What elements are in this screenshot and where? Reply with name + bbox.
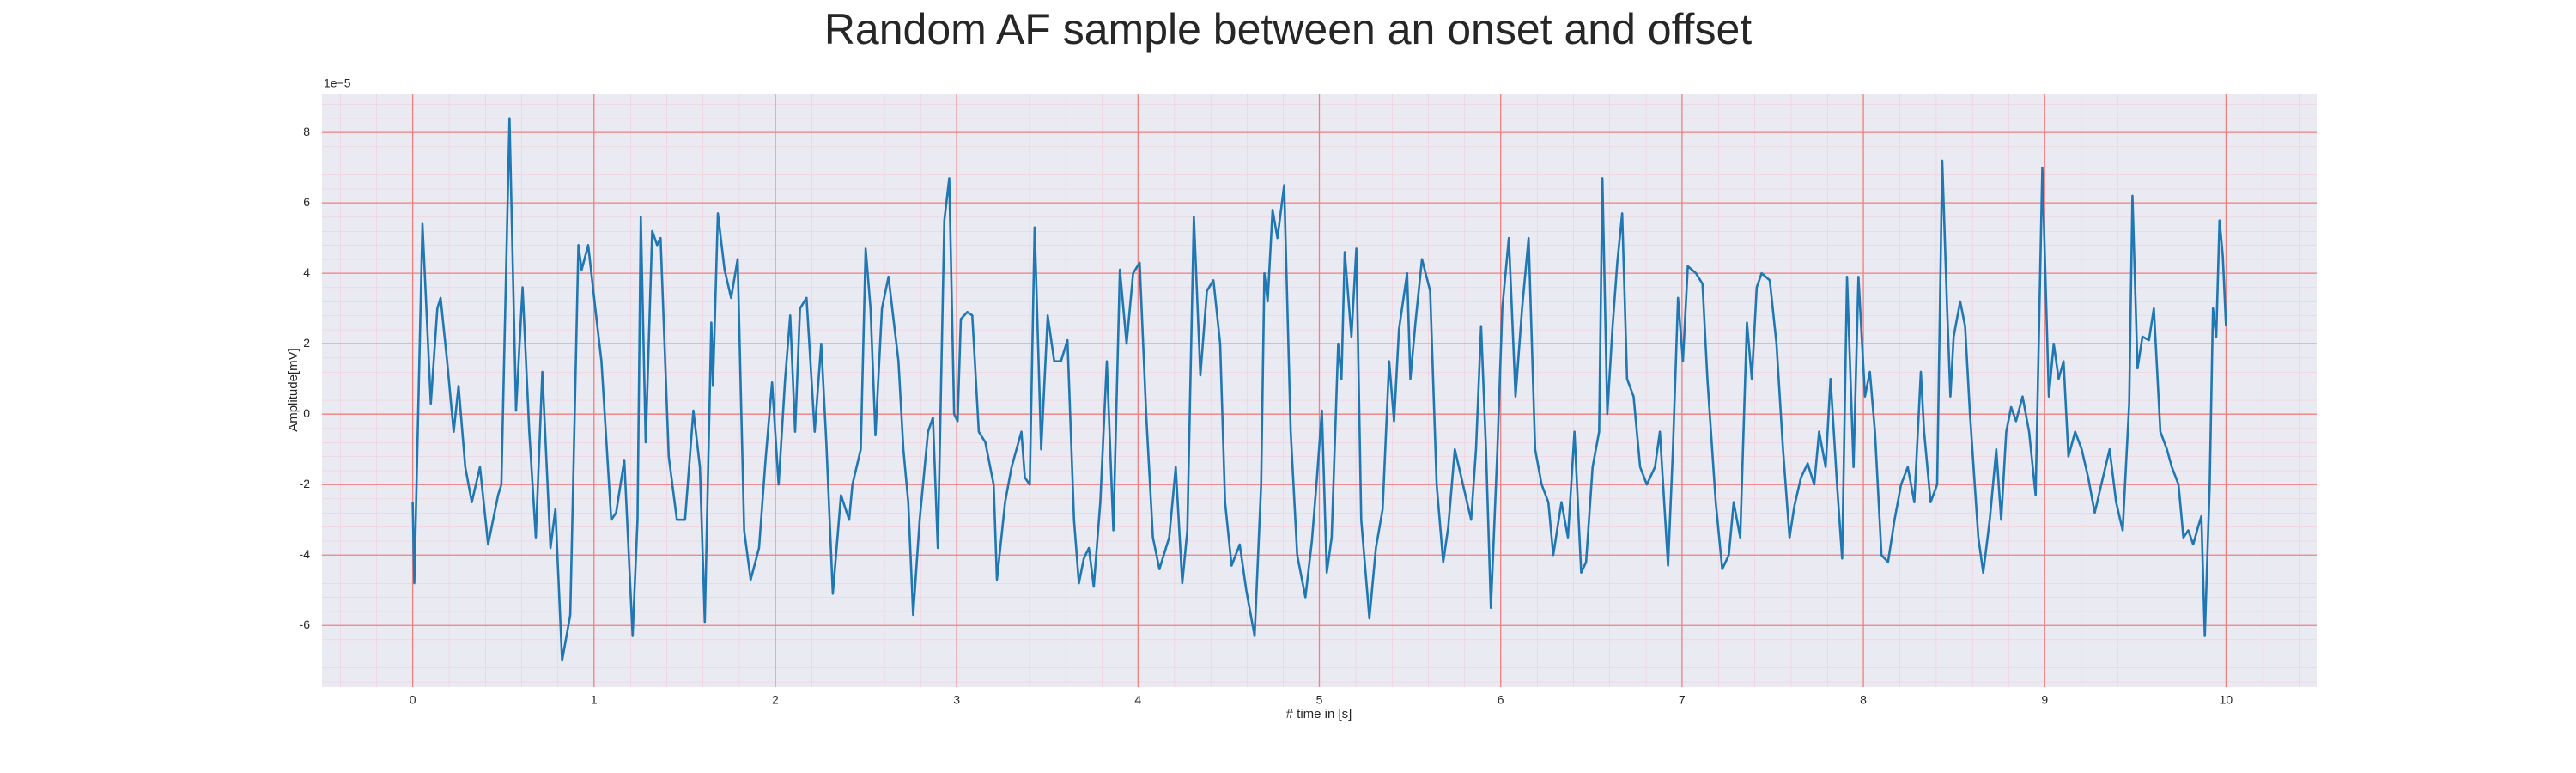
x-axis-label: # time in [s] [1286, 707, 1352, 721]
x-tick-label: 5 [1316, 693, 1323, 707]
x-tick-label: 4 [1134, 693, 1141, 707]
y-tick-label: 2 [303, 336, 310, 350]
signal-line [411, 117, 2227, 662]
y-tick-label: -2 [300, 477, 311, 490]
y-offset-label: 1e−5 [324, 76, 351, 90]
chart-title: Random AF sample between an onset and of… [824, 5, 1752, 53]
y-axis-label: Amplitude[mV] [286, 348, 301, 432]
x-tick-label: 0 [410, 693, 416, 707]
y-tick-label: 8 [303, 125, 310, 138]
tick-labels: 0 1 2 3 4 5 6 7 8 9 10 -6 -4 -2 0 2 4 6 8 [300, 125, 2233, 707]
x-tick-label: 3 [953, 693, 960, 707]
marks [411, 117, 2227, 662]
x-tick-label: 1 [591, 693, 598, 707]
x-tick-label: 6 [1498, 693, 1504, 707]
x-tick-label: 2 [772, 693, 779, 707]
y-tick-label: -4 [300, 547, 311, 561]
y-tick-label: 6 [303, 195, 310, 209]
grid [322, 94, 2317, 687]
x-tick-label: 10 [2220, 693, 2233, 707]
x-tick-label: 7 [1679, 693, 1686, 707]
y-tick-label: -6 [300, 618, 311, 631]
x-tick-label: 8 [1860, 693, 1867, 707]
x-tick-label: 9 [2041, 693, 2048, 707]
y-tick-label: 0 [303, 406, 310, 420]
y-tick-label: 4 [303, 265, 310, 279]
